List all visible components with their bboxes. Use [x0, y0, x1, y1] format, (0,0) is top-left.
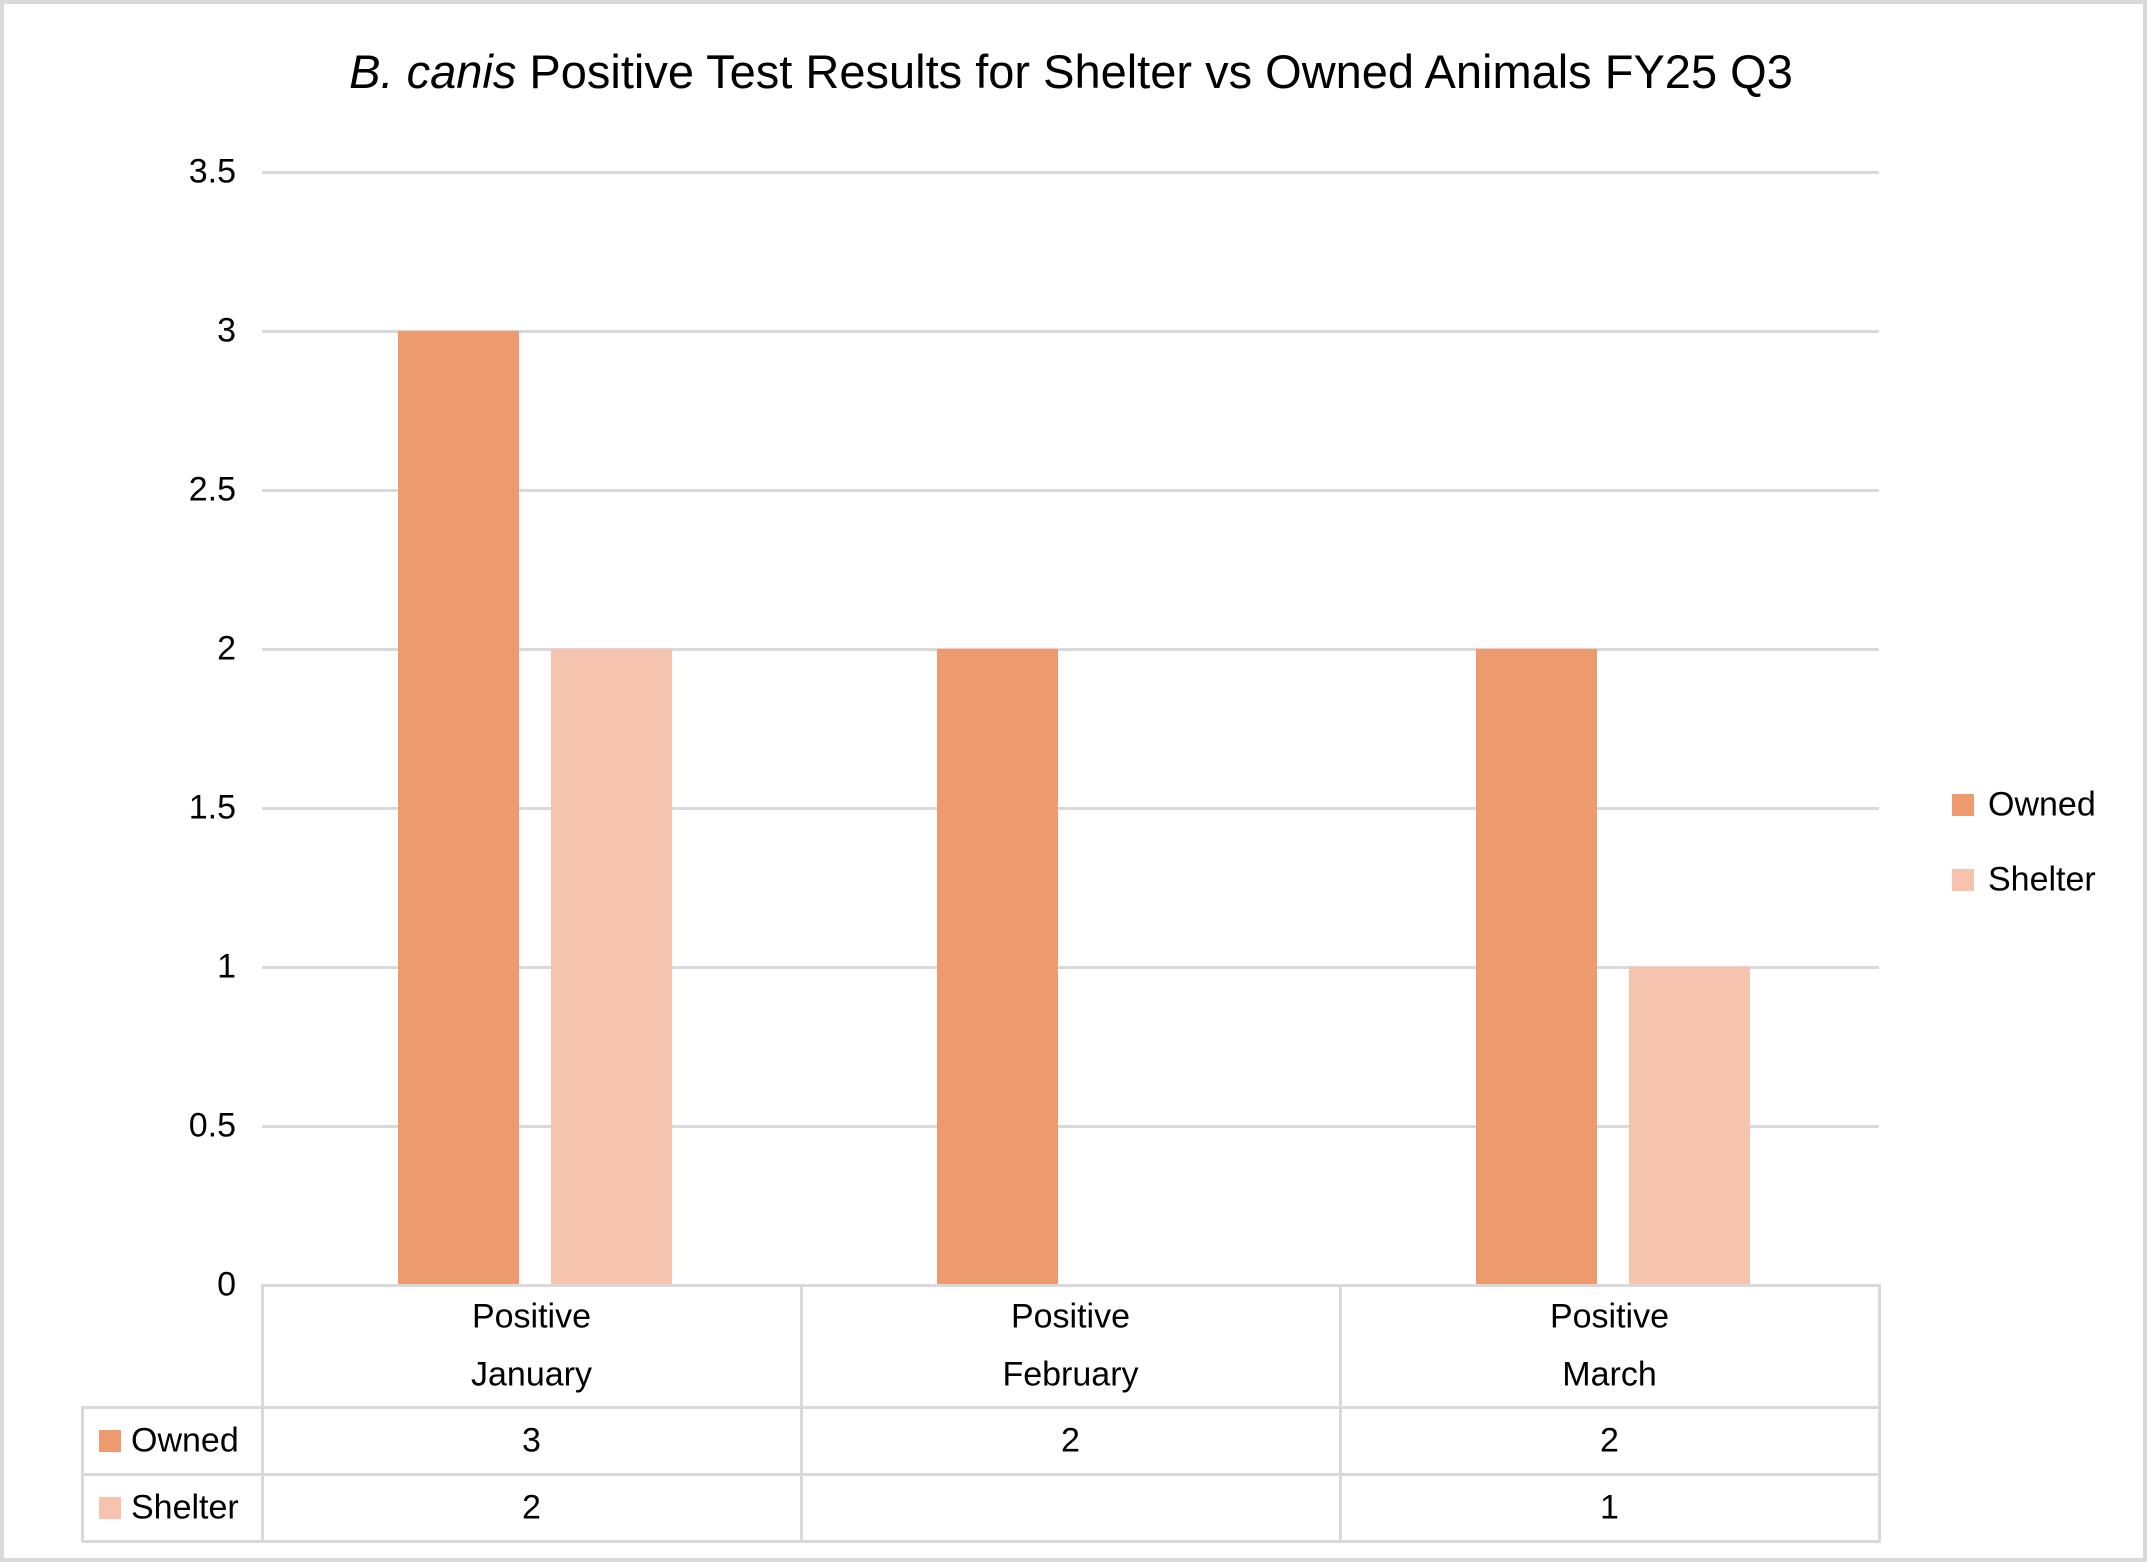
- chart-title: B. canis Positive Test Results for Shelt…: [4, 46, 2138, 98]
- gridline: [262, 807, 1879, 810]
- y-axis-tick-label: 1.5: [188, 788, 236, 827]
- y-axis-tick-label: 0: [217, 1265, 236, 1304]
- gridline: [262, 330, 1879, 333]
- table-key-label: Owned: [131, 1421, 239, 1459]
- chart-title-italic-segment: B. canis: [349, 45, 517, 98]
- table-border-v: [1878, 1284, 1881, 1542]
- category-label-line1: Positive: [471, 1297, 592, 1336]
- table-cell-value: 2: [522, 1488, 541, 1526]
- bar-owned-1: [937, 649, 1058, 1285]
- bar-owned-0: [398, 331, 519, 1285]
- y-axis-tick-label: 0.5: [188, 1106, 236, 1145]
- y-axis-tick-label: 2: [217, 629, 236, 668]
- table-cell-value: 2: [1061, 1421, 1080, 1459]
- category-label-line2: February: [1002, 1355, 1139, 1394]
- table-border-v: [81, 1406, 84, 1542]
- gridline: [262, 171, 1879, 174]
- legend-swatch-shelter: [1952, 869, 1974, 891]
- y-axis-tick-label: 2.5: [188, 470, 236, 509]
- gridline: [262, 648, 1879, 651]
- table-border-h: [82, 1540, 1881, 1543]
- plot-area: 3.5 3 2.5 2 1.5 1 0.5 0: [4, 4, 2143, 1558]
- table-border-v: [800, 1284, 803, 1542]
- table-key-swatch-shelter: [99, 1496, 121, 1519]
- chart-title-text: Positive Test Results for Shelter vs Own…: [516, 45, 1793, 98]
- table-border-h: [82, 1473, 1881, 1476]
- table-border-v: [261, 1284, 264, 1542]
- table-border-v: [1339, 1284, 1342, 1542]
- y-axis-tick-label: 3.5: [188, 152, 236, 191]
- gridline: [262, 489, 1879, 492]
- bar-shelter-0: [551, 649, 672, 1285]
- gridline: [262, 1125, 1879, 1128]
- table-cell-value: 3: [522, 1421, 541, 1459]
- table-key-label: Shelter: [131, 1488, 239, 1526]
- data-table: Positive January Positive February Positive M…: [4, 4, 2143, 1558]
- category-label-line1: Positive: [1549, 1297, 1670, 1336]
- gridline: [262, 966, 1879, 969]
- table-cell-value: 2: [1600, 1421, 1619, 1459]
- category-label-line2: March: [1562, 1355, 1657, 1394]
- y-axis-tick-label: 3: [217, 311, 236, 350]
- table-key-swatch-owned: [99, 1429, 121, 1452]
- table-border-h: [82, 1406, 1881, 1409]
- table-border-h: [262, 1284, 1881, 1287]
- legend: Owned Shelter: [4, 4, 2143, 1558]
- legend-label-owned: Owned: [1988, 785, 2096, 824]
- category-label-line1: Positive: [1010, 1297, 1131, 1336]
- y-axis-tick-label: 1: [217, 947, 236, 986]
- table-cell-value: 1: [1600, 1488, 1619, 1526]
- bar-owned-2: [1476, 649, 1597, 1285]
- legend-swatch-owned: [1952, 794, 1974, 816]
- bar-shelter-2: [1629, 967, 1750, 1285]
- category-label-line2: January: [471, 1355, 592, 1394]
- legend-label-shelter: Shelter: [1988, 860, 2096, 899]
